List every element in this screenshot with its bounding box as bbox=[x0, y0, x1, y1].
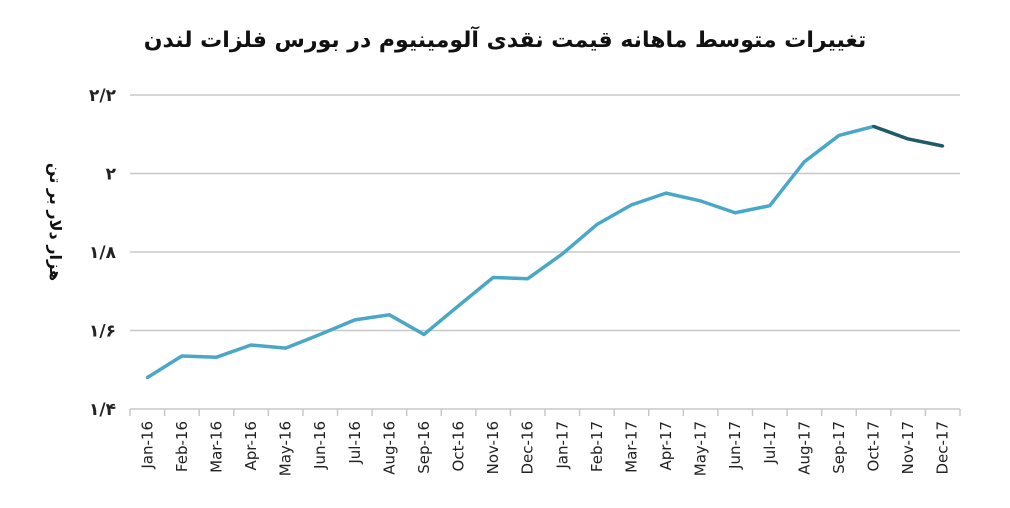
data-point bbox=[284, 346, 288, 350]
x-tick-label: Nov-16 bbox=[484, 421, 502, 474]
x-tick-label: May-17 bbox=[692, 421, 710, 476]
x-tick-label: Aug-17 bbox=[795, 421, 813, 475]
data-point bbox=[353, 318, 357, 322]
data-point bbox=[422, 332, 426, 336]
data-point bbox=[768, 204, 772, 208]
x-tick-label: Dec-16 bbox=[519, 421, 537, 475]
y-tick-label: ۱/۶ bbox=[89, 322, 116, 342]
data-point bbox=[872, 124, 876, 128]
series-line bbox=[146, 124, 874, 380]
data-point bbox=[837, 133, 841, 137]
x-tick-label: Sep-17 bbox=[830, 421, 848, 474]
data-point bbox=[457, 304, 461, 308]
y-axis-ticks: ۱/۴ ۱/۶ ۱/۸ ۲ ۲/۲ bbox=[89, 86, 117, 420]
x-tick-label: Jul-17 bbox=[761, 421, 779, 465]
x-tick-label: Apr-17 bbox=[657, 421, 675, 471]
x-tick-label: Apr-16 bbox=[242, 421, 260, 471]
y-tick-label: ۲/۲ bbox=[89, 86, 117, 106]
data-point bbox=[699, 199, 703, 203]
data-point bbox=[145, 376, 149, 380]
data-point bbox=[526, 277, 530, 281]
data-series bbox=[145, 124, 945, 380]
x-tick-label: Jan-16 bbox=[138, 421, 156, 470]
x-tick-label: Jun-17 bbox=[726, 421, 744, 470]
x-tick-label: Feb-16 bbox=[173, 421, 191, 472]
x-axis: Jan-16 Feb-16 Mar-16 Apr-16 May-16 Jun-16 Jul-… bbox=[129, 408, 961, 476]
data-point bbox=[941, 144, 945, 148]
y-axis-label: هزار دلار بر تن bbox=[46, 163, 65, 281]
x-tick-label: Jan-17 bbox=[553, 421, 571, 470]
x-tick-label: Mar-16 bbox=[207, 421, 225, 473]
data-point bbox=[387, 313, 391, 317]
data-point bbox=[560, 252, 564, 256]
y-tick-label: ۲ bbox=[106, 165, 117, 185]
x-tick-label: Mar-17 bbox=[622, 421, 640, 473]
data-point bbox=[733, 211, 737, 215]
data-point bbox=[802, 160, 806, 164]
series-line-highlight bbox=[872, 124, 944, 148]
x-tick-label: Oct-16 bbox=[450, 421, 468, 471]
x-tick-label: Dec-17 bbox=[934, 421, 952, 475]
x-tick-label: Feb-17 bbox=[588, 421, 606, 472]
data-point bbox=[595, 223, 599, 227]
x-tick-label: May-16 bbox=[277, 421, 295, 476]
x-tick-label: Nov-17 bbox=[899, 421, 917, 474]
data-point bbox=[491, 276, 495, 280]
gridlines bbox=[130, 94, 960, 332]
data-point bbox=[180, 354, 184, 358]
x-tick-label: Oct-17 bbox=[865, 421, 883, 471]
y-tick-label: ۱/۸ bbox=[89, 243, 117, 263]
data-point bbox=[214, 355, 218, 359]
data-point bbox=[906, 137, 910, 141]
x-tick-label: Aug-16 bbox=[380, 421, 398, 475]
chart-title: تغییرات متوسط ماهانه قیمت نقدی آلومینیوم… bbox=[143, 28, 867, 53]
y-tick-label: ۱/۴ bbox=[89, 400, 116, 420]
data-point bbox=[629, 203, 633, 207]
x-tick-label: Jul-16 bbox=[346, 421, 364, 465]
x-tick-label: Sep-16 bbox=[415, 421, 433, 474]
data-point bbox=[318, 332, 322, 336]
data-point bbox=[249, 343, 253, 347]
data-point bbox=[664, 191, 668, 195]
x-tick-label: Jun-16 bbox=[311, 421, 329, 470]
